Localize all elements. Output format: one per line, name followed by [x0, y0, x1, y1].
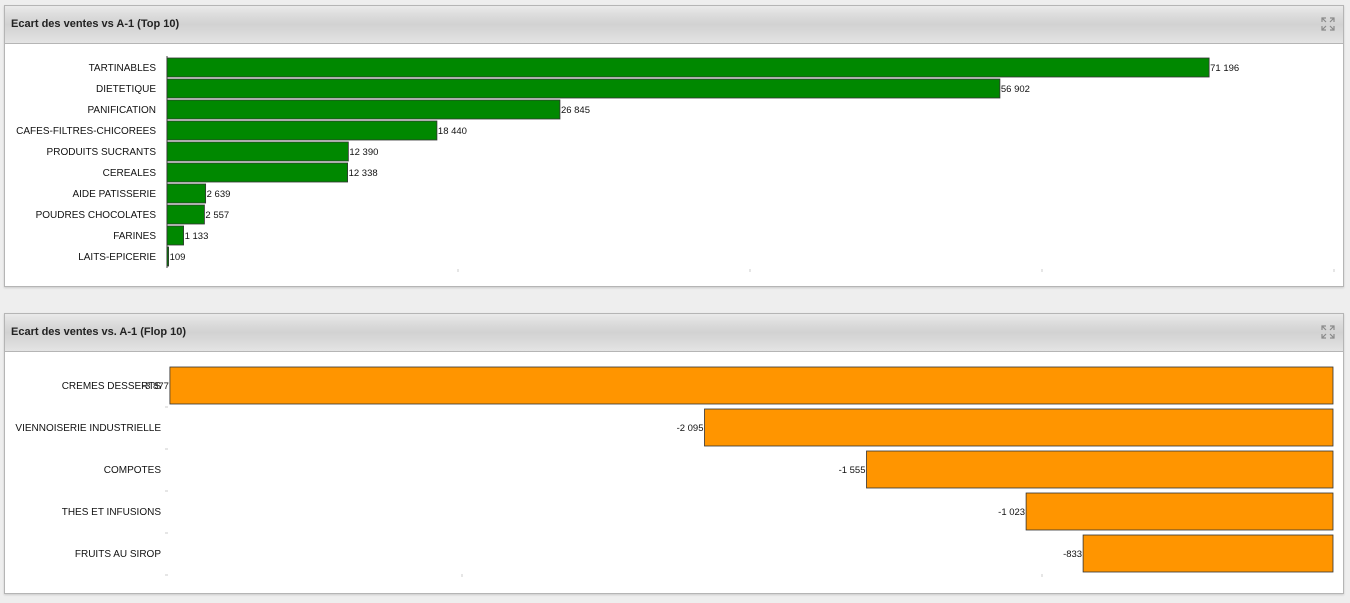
flop10-value-label: -833 [1063, 549, 1082, 560]
top10-category-label: PANIFICATION [87, 105, 156, 116]
flop10-category-label: FRUITS AU SIROP [75, 549, 161, 560]
flop10-panel-title: Ecart des ventes vs. A-1 (Flop 10) [11, 326, 187, 338]
flop10-bar[interactable] [1025, 492, 1334, 531]
flop10-category-label: THES ET INFUSIONS [62, 507, 162, 518]
flop10-panel: Ecart des ventes vs. A-1 (Flop 10) CREME… [4, 313, 1344, 594]
flop10-category-label: CREMES DESSERTS [62, 381, 162, 392]
top10-value-label: 71 196 [1210, 63, 1239, 74]
top10-category-label: PRODUITS SUCRANTS [47, 147, 157, 158]
top10-bar[interactable] [166, 99, 561, 120]
expand-icon[interactable] [1321, 17, 1335, 31]
top10-value-label: 109 [170, 252, 186, 263]
top10-category-label: DIETETIQUE [96, 84, 156, 95]
top10-bar[interactable] [166, 78, 1001, 99]
top10-value-label: 18 440 [438, 126, 467, 137]
top10-category-label: CAFES-FILTRES-CHICOREES [16, 126, 156, 137]
expand-icon[interactable] [1321, 325, 1335, 339]
top10-category-label: TARTINABLES [89, 63, 157, 74]
top10-value-label: 1 133 [185, 231, 209, 242]
flop10-bar[interactable] [1082, 534, 1334, 573]
top10-panel-header: Ecart des ventes vs A-1 (Top 10) [5, 6, 1343, 44]
top10-panel-title: Ecart des ventes vs A-1 (Top 10) [11, 18, 180, 30]
top10-category-label: POUDRES CHOCOLATES [36, 210, 157, 221]
top10-category-label: AIDE PATISSERIE [72, 189, 156, 200]
top10-value-label: 56 902 [1001, 84, 1030, 95]
top10-bar[interactable] [166, 246, 169, 267]
flop10-bar[interactable] [704, 408, 1334, 447]
flop10-category-label: VIENNOISERIE INDUSTRIELLE [15, 423, 161, 434]
top10-bar[interactable] [166, 120, 438, 141]
top10-bar[interactable] [166, 162, 348, 183]
flop10-value-label: -3 877 [142, 381, 169, 392]
flop10-value-label: -1 555 [839, 465, 866, 476]
flop10-category-label: COMPOTES [104, 465, 162, 476]
top10-bar[interactable] [166, 57, 1210, 78]
top10-category-label: LAITS-EPICERIE [78, 252, 156, 263]
flop10-panel-header: Ecart des ventes vs. A-1 (Flop 10) [5, 314, 1343, 352]
top10-value-label: 12 338 [349, 168, 378, 179]
top10-value-label: 26 845 [561, 105, 590, 116]
flop10-bar[interactable] [866, 450, 1334, 489]
flop10-value-label: -1 023 [998, 507, 1025, 518]
flop10-bar-chart: CREMES DESSERTS-3 877 VIENNOISERIE INDUST… [15, 366, 1334, 577]
top10-bar[interactable] [166, 183, 207, 204]
top10-bar[interactable] [166, 141, 349, 162]
top10-value-label: 12 390 [349, 147, 378, 158]
top10-panel: Ecart des ventes vs A-1 (Top 10) TARTINA… [4, 5, 1344, 287]
flop10-bar[interactable] [169, 366, 1334, 405]
top10-bar[interactable] [166, 225, 184, 246]
top10-bar[interactable] [166, 204, 205, 225]
top10-value-label: 2 557 [205, 210, 229, 221]
top10-category-label: CEREALES [103, 168, 157, 179]
top10-bar-chart: TARTINABLES 71 196 DIETETIQUE 56 902 PANIFIC… [16, 56, 1335, 272]
top10-category-label: FARINES [113, 231, 156, 242]
top10-value-label: 2 639 [207, 189, 231, 200]
flop10-value-label: -2 095 [677, 423, 704, 434]
